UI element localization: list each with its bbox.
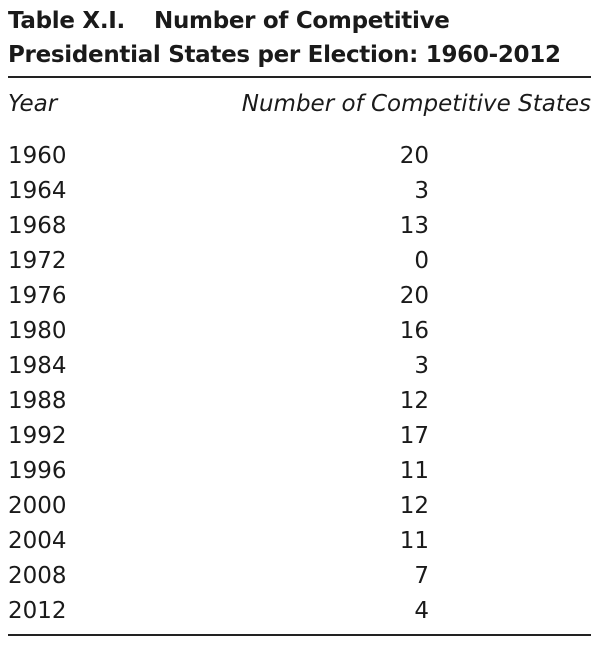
table-row: 1968 13 bbox=[8, 209, 591, 244]
table-row: 1984 3 bbox=[8, 349, 591, 384]
competitive-states-cell: 13 bbox=[399, 213, 429, 239]
competitive-states-cell: 3 bbox=[414, 353, 429, 379]
competitive-states-cell: 20 bbox=[399, 283, 429, 309]
table-row: 1992 17 bbox=[8, 419, 591, 454]
competitive-states-cell: 11 bbox=[399, 528, 429, 554]
year-cell: 2004 bbox=[8, 528, 67, 554]
competitive-states-cell: 20 bbox=[399, 143, 429, 169]
table-row: 1996 11 bbox=[8, 454, 591, 489]
competitive-states-cell: 16 bbox=[399, 318, 429, 344]
competitive-states-cell: 4 bbox=[414, 598, 429, 624]
table-row: 2012 4 bbox=[8, 594, 591, 629]
table-row: 2008 7 bbox=[8, 559, 591, 594]
table-row: 1988 12 bbox=[8, 384, 591, 419]
table-title-line-2: Presidential States per Election: 1960-2… bbox=[8, 42, 561, 68]
competitive-states-cell: 12 bbox=[399, 388, 429, 414]
year-cell: 1996 bbox=[8, 458, 67, 484]
bottom-rule bbox=[8, 634, 591, 636]
year-cell: 1964 bbox=[8, 178, 67, 204]
top-rule bbox=[8, 76, 591, 78]
competitive-states-cell: 3 bbox=[414, 178, 429, 204]
year-cell: 1976 bbox=[8, 283, 67, 309]
year-cell: 1972 bbox=[8, 248, 67, 274]
competitive-states-cell: 11 bbox=[399, 458, 429, 484]
year-cell: 1980 bbox=[8, 318, 67, 344]
table-header: Year Number of Competitive States bbox=[8, 88, 591, 120]
competitive-states-cell: 0 bbox=[414, 248, 429, 274]
year-cell: 2012 bbox=[8, 598, 67, 624]
year-cell: 1984 bbox=[8, 353, 67, 379]
table-row: 1964 3 bbox=[8, 174, 591, 209]
table-row: 1980 16 bbox=[8, 314, 591, 349]
competitive-states-cell: 12 bbox=[399, 493, 429, 519]
table-body: 1960 20 1964 3 1968 13 1972 0 1976 20 1980 16 1984 3 1… bbox=[8, 139, 591, 629]
table-row: 1960 20 bbox=[8, 139, 591, 174]
table-row: 1976 20 bbox=[8, 279, 591, 314]
year-cell: 1960 bbox=[8, 143, 67, 169]
table-row: 2004 11 bbox=[8, 524, 591, 559]
year-cell: 2000 bbox=[8, 493, 67, 519]
header-number-of-competitive-states: Number of Competitive States bbox=[241, 91, 591, 117]
competitive-states-cell: 7 bbox=[414, 563, 429, 589]
table-title-text-1: Number of Competitive bbox=[154, 8, 450, 34]
table-row: 1972 0 bbox=[8, 244, 591, 279]
competitive-states-cell: 17 bbox=[399, 423, 429, 449]
year-cell: 1992 bbox=[8, 423, 67, 449]
table-title: Table X.I. Number of Competitive Presiden… bbox=[8, 4, 593, 72]
table-title-line-1: Table X.I. Number of Competitive bbox=[8, 4, 593, 38]
table-number: Table X.I. bbox=[8, 8, 125, 34]
year-cell: 1988 bbox=[8, 388, 67, 414]
header-year: Year bbox=[8, 91, 58, 117]
table-row: 2000 12 bbox=[8, 489, 591, 524]
year-cell: 1968 bbox=[8, 213, 67, 239]
year-cell: 2008 bbox=[8, 563, 67, 589]
